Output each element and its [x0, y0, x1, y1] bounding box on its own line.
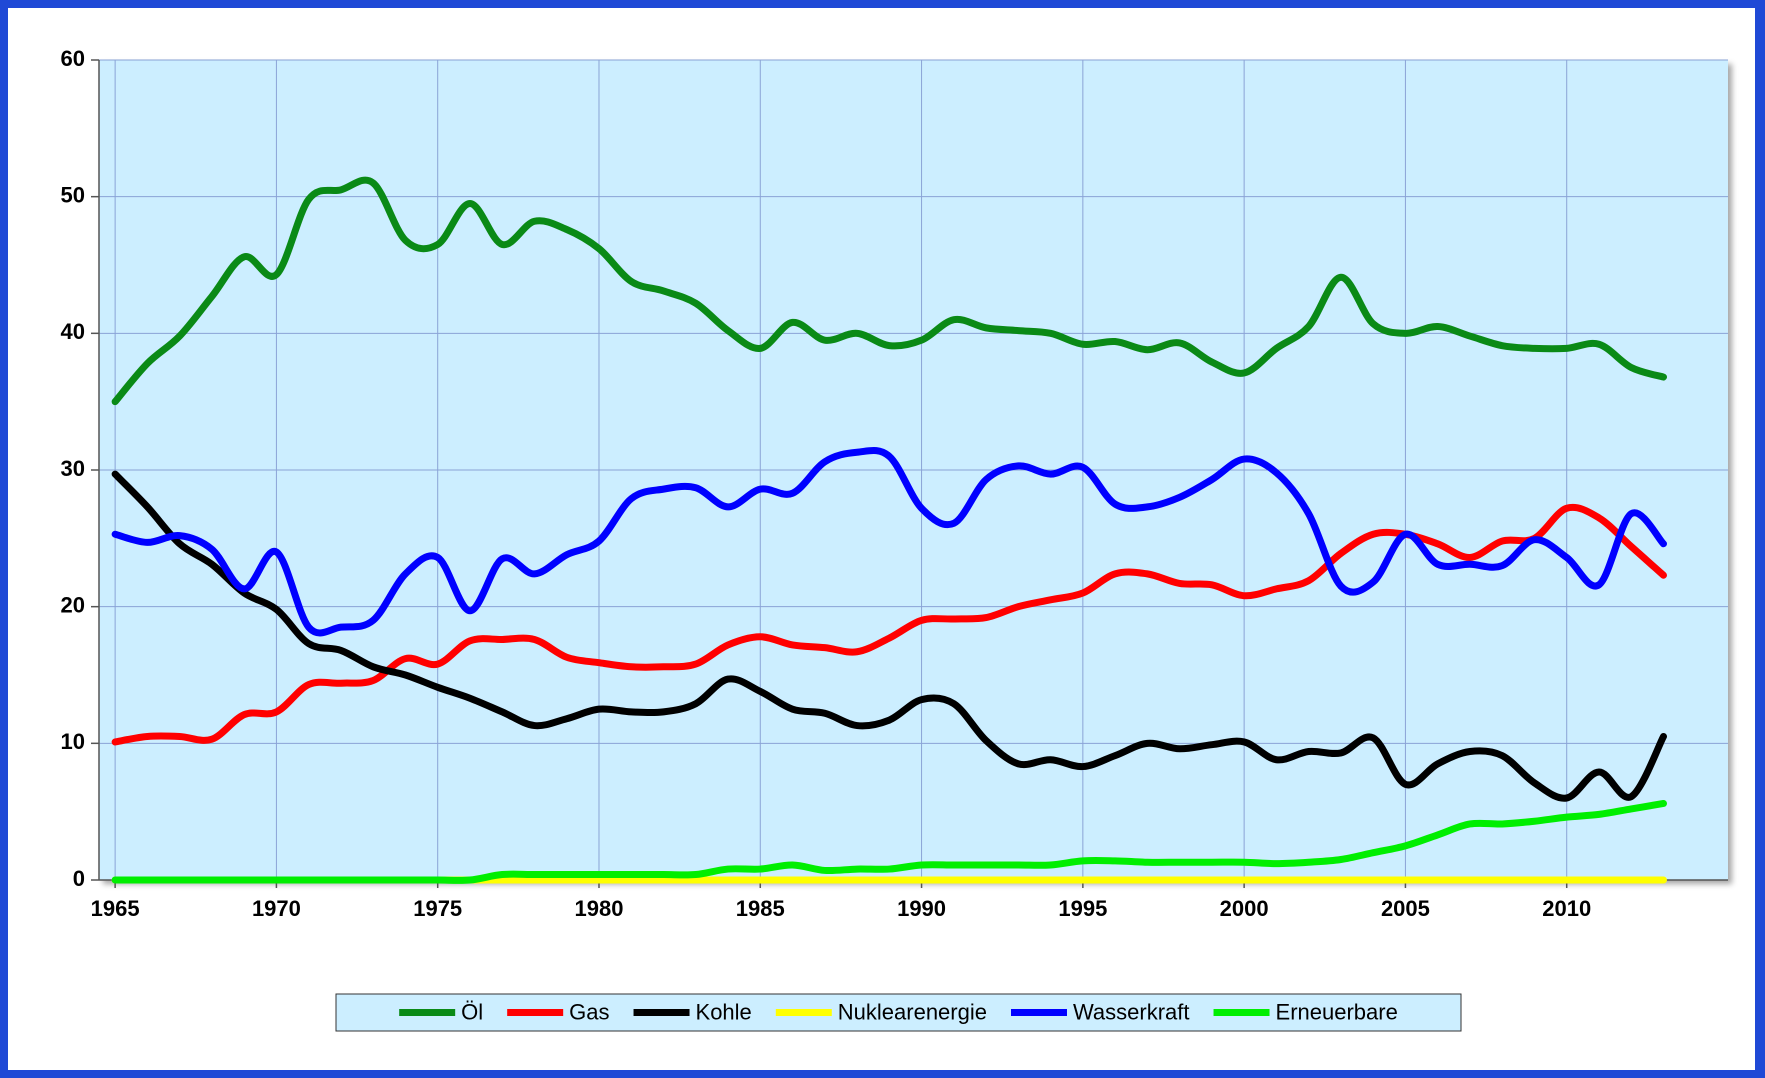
x-tick-label: 1990 [897, 896, 946, 921]
x-tick-label: 2000 [1220, 896, 1269, 921]
x-tick-label: 1985 [736, 896, 785, 921]
y-tick-label: 50 [61, 182, 85, 207]
y-tick-label: 10 [61, 729, 85, 754]
legend-label: Wasserkraft [1073, 999, 1190, 1024]
legend-label: Erneuerbare [1276, 999, 1398, 1024]
legend-label: Nuklearenergie [838, 999, 987, 1024]
series-line [111, 470, 1667, 802]
y-tick-label: 60 [61, 46, 85, 71]
x-tick-label: 2010 [1542, 896, 1591, 921]
x-tick-label: 1965 [91, 896, 140, 921]
series-line [111, 176, 1667, 406]
y-tick-label: 0 [73, 866, 85, 891]
legend-label: Gas [569, 999, 609, 1024]
y-tick-label: 30 [61, 456, 85, 481]
x-tick-label: 1995 [1058, 896, 1107, 921]
y-tick-label: 20 [61, 592, 85, 617]
series-line [111, 446, 1667, 637]
x-tick-label: 1970 [252, 896, 301, 921]
x-tick-label: 2005 [1381, 896, 1430, 921]
series-line [111, 799, 1667, 884]
legend-label: Öl [461, 999, 483, 1024]
x-tick-label: 1975 [413, 896, 462, 921]
x-tick-label: 1980 [575, 896, 624, 921]
y-tick-label: 40 [61, 319, 85, 344]
legend-label: Kohle [696, 999, 752, 1024]
